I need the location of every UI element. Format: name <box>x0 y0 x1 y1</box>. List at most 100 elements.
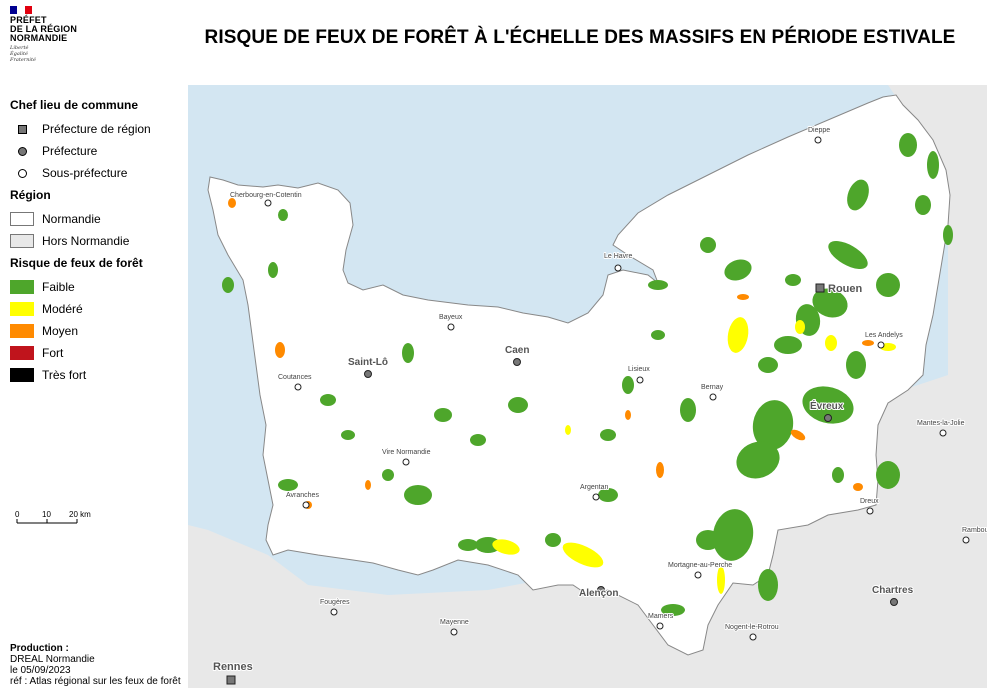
city-marker: Coutances <box>277 373 313 391</box>
forest-patch <box>915 195 931 215</box>
forest-patch <box>737 294 749 300</box>
forest-patch <box>758 569 778 601</box>
forest-patch <box>508 397 528 413</box>
forest-patch <box>736 441 780 479</box>
forest-patch <box>717 566 725 594</box>
city-label: Le Havre <box>604 253 633 260</box>
city-label: Mantes-la-Jolie <box>917 420 965 427</box>
forest-patch <box>876 273 900 297</box>
city-label: Avranches <box>286 492 319 499</box>
forest-patch <box>622 376 634 394</box>
legend-label: Normandie <box>42 212 101 226</box>
city-marker: Cherbourg-en-Cotentin <box>229 191 303 207</box>
city-symbol <box>709 393 717 401</box>
city-label: Coutances <box>278 374 312 381</box>
forest-patch <box>278 209 288 221</box>
city-marker: Rennes <box>212 660 254 685</box>
city-label: Mortagne-au-Perche <box>668 562 732 569</box>
city-symbol <box>866 507 874 515</box>
city-symbol <box>962 536 970 544</box>
city-label: Bayeux <box>439 314 463 321</box>
forest-patch <box>562 542 604 568</box>
city-label: Fougères <box>320 599 350 606</box>
forest-patch <box>712 509 754 561</box>
forest-patch <box>927 151 939 179</box>
forest-patch <box>365 480 371 490</box>
legend-label: Faible <box>42 280 75 294</box>
legend-item: Hors Normandie <box>10 230 180 252</box>
city-label: Cherbourg-en-Cotentin <box>230 192 302 199</box>
city-label: Caen <box>505 345 529 356</box>
forest-patch <box>802 386 854 424</box>
forest-patch <box>758 357 778 373</box>
city-marker: Évreux <box>809 398 845 422</box>
forest-patch <box>598 488 618 502</box>
forest-patch <box>790 429 806 441</box>
city-marker: Dreux <box>859 497 880 515</box>
map-legend: Chef lieu de commune Préfecture de région… <box>10 94 180 386</box>
city-marker: Mantes-la-Jolie <box>916 419 966 437</box>
forest-patch <box>275 342 285 358</box>
legend-item: Sous-préfecture <box>10 162 180 184</box>
production-credits: Production : DREAL Normandie le 05/09/20… <box>10 643 181 687</box>
forest-patch <box>651 330 665 340</box>
forest-patch <box>785 274 801 286</box>
city-marker: Les Andelys <box>864 331 904 349</box>
motto-line: Fraternité <box>10 57 36 63</box>
city-symbol <box>814 136 822 144</box>
city-symbol <box>513 358 521 366</box>
city-marker: Bernay <box>700 383 725 401</box>
city-marker: Caen <box>504 344 530 366</box>
prefet-logo: PRÉFET DE LA RÉGION NORMANDIE Liberté Ég… <box>10 6 100 63</box>
city-symbol <box>330 608 338 616</box>
french-flag-icon <box>10 6 32 14</box>
scale-bar: 0 10 20 km <box>15 510 91 524</box>
forest-patch <box>862 340 874 346</box>
forest-patch <box>724 259 752 281</box>
legend-item: Faible <box>10 276 180 298</box>
forest-patch <box>222 277 234 293</box>
forest-patch <box>680 398 696 422</box>
city-marker: Avranches <box>285 491 320 509</box>
city-marker: Le Havre <box>603 252 634 272</box>
forest-patch <box>625 410 631 420</box>
city-symbol <box>636 376 644 384</box>
city-marker: Mamers <box>647 612 675 630</box>
city-symbol <box>402 458 410 466</box>
city-symbol <box>450 628 458 636</box>
forest-patch <box>656 462 664 478</box>
city-marker: Chartres <box>871 584 915 606</box>
outside-region-area <box>888 85 987 385</box>
logo-line: NORMANDIE <box>10 33 68 43</box>
legend-item: Fort <box>10 342 180 364</box>
legend-label: Fort <box>42 346 64 360</box>
forest-patch <box>853 483 863 491</box>
city-label: Alençon <box>579 588 618 599</box>
city-marker: Dieppe <box>807 126 831 144</box>
legend-label: Modéré <box>42 302 83 316</box>
forest-patch <box>847 179 869 211</box>
legend-label: Très fort <box>42 368 87 382</box>
scale-tick: 20 km <box>69 510 91 519</box>
city-symbol <box>890 598 898 606</box>
credits-heading: Production : <box>10 643 69 654</box>
city-label: Bernay <box>701 384 724 391</box>
cities-layer: Cherbourg-en-Cotentin Le Havre Dieppe Rouen… <box>212 126 987 685</box>
city-symbol <box>614 264 622 272</box>
city-symbol <box>656 622 664 630</box>
city-label: Mamers <box>648 613 674 620</box>
forest-patch <box>727 317 749 353</box>
forest-patch <box>458 539 478 551</box>
credits-line: DREAL Normandie <box>10 654 95 665</box>
city-label: Mayenne <box>440 619 469 626</box>
normandie-region <box>207 94 951 656</box>
legend-item: Normandie <box>10 208 180 230</box>
city-symbol <box>302 501 310 509</box>
forest-patch <box>795 320 805 334</box>
forest-patch <box>434 408 452 422</box>
credits-line: le 05/09/2023 <box>10 665 71 676</box>
forest-patch <box>876 461 900 489</box>
forest-risk-patches <box>222 133 953 616</box>
forest-patch <box>812 288 848 318</box>
city-marker: Mayenne <box>439 618 470 636</box>
